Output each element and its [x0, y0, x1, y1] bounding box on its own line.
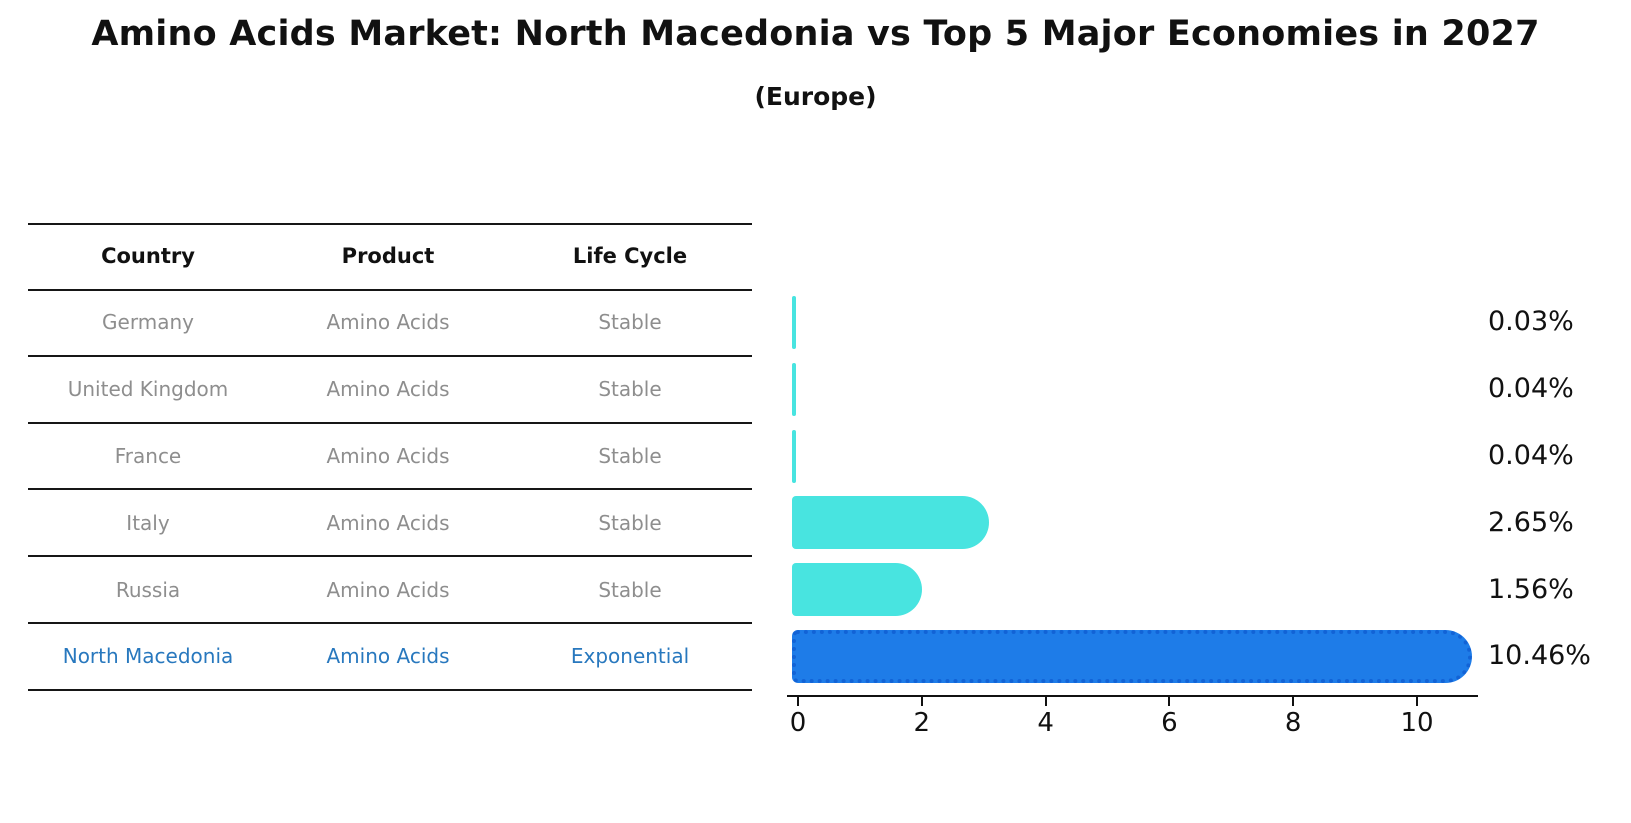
- table-top-border: [28, 223, 752, 225]
- table-cell-product: Amino Acids: [326, 377, 450, 402]
- x-tick-label: 0: [789, 708, 807, 738]
- column-header-life-cycle: Life Cycle: [572, 244, 688, 268]
- bar-value-label: 10.46%: [1488, 640, 1591, 672]
- table-row-border: [28, 354, 752, 357]
- table-cell-product: Amino Acids: [326, 510, 450, 535]
- x-tick-label: 8: [1284, 708, 1302, 738]
- bar: [792, 496, 990, 550]
- bar-value-label: 0.03%: [1488, 306, 1574, 338]
- x-tick-label: 2: [913, 708, 931, 738]
- table-cell-country: France: [114, 444, 182, 468]
- table-cell-product: Amino Acids: [326, 444, 450, 468]
- table-row-border: [28, 688, 752, 691]
- table-row-border: [28, 555, 752, 558]
- table-cell-product: Amino Acids: [326, 577, 450, 602]
- column-header-country: Country: [101, 244, 195, 268]
- x-tick-mark: [1292, 697, 1295, 706]
- x-tick-label: 6: [1161, 708, 1178, 738]
- table-row-border: [28, 622, 752, 624]
- bar-highlight: [792, 629, 1473, 683]
- x-tick-label: 10: [1400, 708, 1434, 738]
- table-cell-life_cycle: Stable: [598, 577, 662, 602]
- table-cell-life_cycle: Stable: [598, 310, 662, 335]
- column-header-product: Product: [341, 244, 435, 268]
- x-tick-mark: [797, 697, 799, 706]
- bar: [792, 295, 796, 349]
- table-cell-product: Amino Acids: [326, 644, 450, 669]
- bar-value-label: 1.56%: [1488, 573, 1574, 605]
- x-tick-mark: [1416, 697, 1418, 706]
- x-tick-label: 4: [1037, 708, 1054, 738]
- table-cell-country: Italy: [126, 510, 170, 535]
- chart-subtitle: (Europe): [754, 82, 877, 111]
- x-tick-mark: [1044, 697, 1047, 706]
- bar: [792, 362, 796, 416]
- bar: [792, 429, 796, 483]
- table-cell-life_cycle: Stable: [598, 510, 662, 535]
- bar-value-label: 0.04%: [1488, 373, 1574, 405]
- chart-title: Amino Acids Market: North Macedonia vs T…: [91, 14, 1540, 54]
- bar-value-label: 2.65%: [1488, 506, 1574, 538]
- x-tick-mark: [920, 697, 923, 706]
- table-cell-country: Germany: [102, 310, 194, 335]
- table-cell-life_cycle: Stable: [598, 444, 662, 468]
- table-row-border: [28, 488, 752, 491]
- x-tick-mark: [1168, 697, 1171, 706]
- bar-value-label: 0.04%: [1488, 440, 1574, 471]
- table-cell-country: North Macedonia: [62, 644, 234, 669]
- table-row-border: [28, 421, 752, 424]
- bar: [792, 563, 922, 617]
- table-cell-product: Amino Acids: [326, 310, 450, 335]
- table-cell-life_cycle: Exponential: [570, 644, 690, 669]
- x-axis-line: [787, 695, 1478, 697]
- table-cell-country: Russia: [115, 577, 181, 602]
- table-cell-country: United Kingdom: [67, 377, 229, 402]
- table-header-border: [28, 289, 752, 291]
- table-cell-life_cycle: Stable: [598, 377, 662, 402]
